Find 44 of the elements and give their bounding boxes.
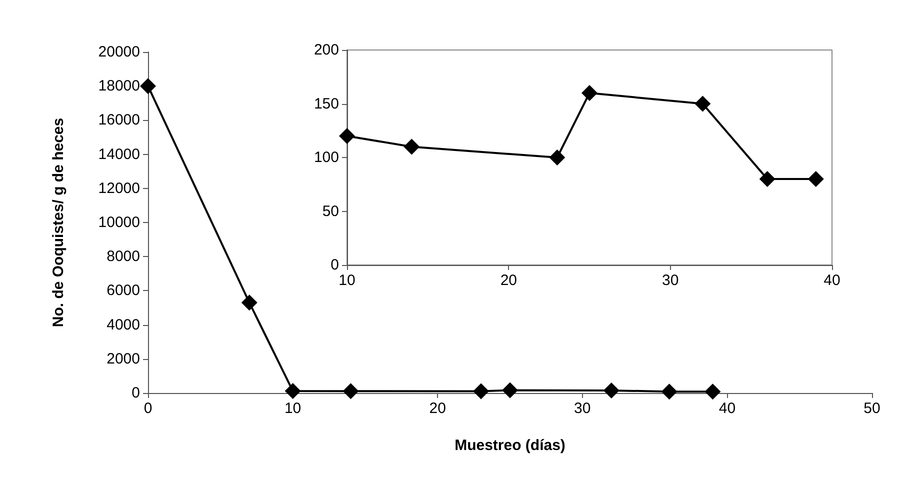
y-tick-label: 100 (314, 149, 339, 166)
point (284, 382, 301, 399)
y-axis-title: No. de Ooquistes/ g de heces (50, 118, 67, 328)
y-tick-label: 2000 (106, 350, 140, 368)
x-tick-label: 10 (338, 272, 356, 289)
y-tick-label: 18000 (98, 78, 140, 95)
x-tick-label: 20 (429, 400, 446, 417)
point (603, 382, 620, 398)
x-tick-label: 20 (500, 272, 518, 289)
y-tick-label: 0 (132, 384, 140, 402)
point (661, 384, 678, 400)
x-axis-title: Muestreo (días) (454, 437, 566, 454)
point (694, 96, 711, 112)
point (704, 384, 721, 400)
y-tick-label: 200 (314, 42, 339, 58)
y-tick-label: 14000 (98, 146, 140, 163)
point (473, 383, 490, 400)
x-tick-label: 50 (864, 400, 880, 417)
y-tick-label: 16000 (98, 112, 140, 129)
y-tick-label: 12000 (98, 180, 140, 197)
x-tick-label: 0 (144, 400, 152, 417)
y-tick-label: 6000 (106, 282, 140, 300)
y-tick-label: 4000 (106, 316, 140, 334)
point (808, 171, 824, 187)
point (502, 382, 518, 398)
y-tick-label: 10000 (98, 214, 140, 231)
point (582, 85, 598, 101)
y-tick-label: 50 (322, 202, 339, 220)
y-tick-label: 20000 (98, 44, 140, 60)
point (342, 383, 359, 400)
x-tick-label: 10 (284, 400, 302, 417)
point (241, 294, 258, 311)
point (404, 138, 420, 155)
x-tick-label: 40 (718, 400, 736, 417)
point (549, 150, 566, 166)
x-tick-label: 30 (574, 400, 591, 417)
point (759, 171, 776, 187)
y-tick-label: 150 (314, 95, 339, 112)
point (140, 78, 156, 94)
y-tick-label: 0 (330, 256, 339, 274)
x-tick-label: 30 (662, 272, 679, 289)
x-tick-label: 40 (824, 272, 840, 289)
y-tick-label: 8000 (106, 248, 140, 266)
point (339, 128, 355, 144)
